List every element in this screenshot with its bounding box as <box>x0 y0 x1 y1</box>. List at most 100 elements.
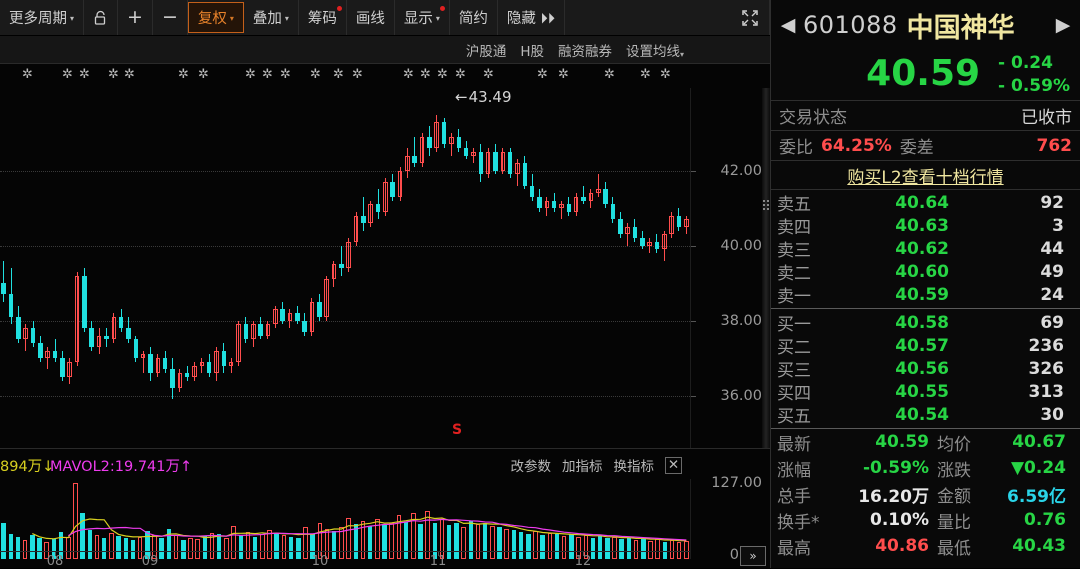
bid-level: 买四 <box>777 384 811 404</box>
stat-value: 0.10% <box>870 510 929 530</box>
news-marker-icon[interactable]: ✲ <box>62 67 73 82</box>
news-marker-icon[interactable]: ✲ <box>262 67 273 82</box>
news-marker-icon[interactable]: ✲ <box>437 67 448 82</box>
volume-bar <box>44 541 49 559</box>
weicha-label: 委差 <box>899 138 934 158</box>
toolbar-button-画线[interactable]: 画线 <box>347 0 395 35</box>
news-marker-icon[interactable]: ✲ <box>455 67 466 82</box>
candle-wick <box>216 346 218 381</box>
candle-body <box>228 361 234 366</box>
volume-bar <box>497 527 502 559</box>
zoom-in-button[interactable]: + <box>118 0 153 35</box>
news-marker-icon[interactable]: ✲ <box>352 67 363 82</box>
candle-body <box>361 215 366 223</box>
candle-wick <box>575 193 577 216</box>
news-marker-icon[interactable]: ✲ <box>310 67 321 82</box>
ask-row[interactable]: 卖二 40.60 49 <box>771 260 1080 285</box>
ask-row[interactable]: 卖一 40.59 24 <box>771 283 1080 308</box>
quote-stats: 最新 40.59 均价 40.67 涨幅 -0.59% 涨跌 ▼0.24 总手 16.20万 金额 6… <box>771 428 1080 559</box>
toolbar-button-筹码[interactable]: 筹码 <box>299 0 347 35</box>
volume-bar <box>145 531 150 559</box>
zoom-out-button[interactable]: − <box>153 0 188 35</box>
candle-wick <box>597 174 599 197</box>
toolbar-button-简约[interactable]: 简约 <box>450 0 498 35</box>
news-marker-icon[interactable]: ✲ <box>79 67 90 82</box>
bid-level: 买二 <box>777 338 811 358</box>
buy-l2-link[interactable]: 购买L2查看十档行情 <box>847 167 1004 188</box>
news-marker-icon[interactable]: ✲ <box>22 67 33 82</box>
chevron-right-icon[interactable]: ▶ <box>1055 14 1071 36</box>
news-marker-icon[interactable]: ✲ <box>178 67 189 82</box>
candle-wick <box>311 298 313 336</box>
bid-row[interactable]: 买五 40.54 30 <box>771 403 1080 428</box>
change-params-button[interactable]: 改参数 <box>510 459 552 475</box>
volume-plot[interactable] <box>0 479 690 559</box>
stat-row: 换手* 0.10% 量比 0.76 <box>771 507 1080 533</box>
panel-splitter[interactable] <box>762 88 770 448</box>
switch-indicator-button[interactable]: 换指标 <box>613 459 655 475</box>
toolbar-button-显示[interactable]: 显示 ▾ <box>395 0 450 35</box>
candle-wick <box>399 166 401 201</box>
toolbar-button-复权[interactable]: 复权 ▾ <box>187 2 244 33</box>
bid-row[interactable]: 买三 40.56 326 <box>771 357 1080 382</box>
news-marker-icon[interactable]: ✲ <box>640 67 651 82</box>
subbar-link-hshare[interactable]: H股 <box>520 43 544 60</box>
price-axis-tick <box>691 320 696 322</box>
ask-row[interactable]: 卖三 40.62 44 <box>771 237 1080 262</box>
news-marker-icon[interactable]: ✲ <box>660 67 671 82</box>
bid-row[interactable]: 买一 40.58 69 <box>771 311 1080 336</box>
price-chart: ← 43.49 S 42.00 40.00 38.00 36.00 <box>0 88 770 448</box>
candlestick-plot[interactable]: ← 43.49 S <box>0 88 690 448</box>
news-marker-icon[interactable]: ✲ <box>558 67 569 82</box>
news-marker-icon[interactable]: ✲ <box>280 67 291 82</box>
stat-value: 0.76 <box>1024 510 1066 530</box>
volume-bar <box>482 522 488 559</box>
candle-body <box>441 121 447 145</box>
news-marker-icon[interactable]: ✲ <box>245 67 256 82</box>
toolbar-button-隐藏[interactable]: 隐藏 ⏵⏵ <box>498 0 566 35</box>
candle-wick <box>238 320 240 366</box>
ask-row[interactable]: 卖五 40.64 92 <box>771 191 1080 216</box>
news-marker-icon[interactable]: ✲ <box>108 67 119 82</box>
candle-body <box>375 204 381 212</box>
news-marker-icon[interactable]: ✲ <box>198 67 209 82</box>
stat-value: -0.59% <box>862 458 929 478</box>
volume-bar <box>58 532 64 559</box>
candle-wick <box>25 324 27 351</box>
candle-body <box>170 369 175 388</box>
ask-row[interactable]: 卖四 40.63 3 <box>771 214 1080 239</box>
news-marker-icon[interactable]: ✲ <box>403 67 414 82</box>
subbar-ma-setting[interactable]: 设置均线▾ <box>626 40 684 60</box>
candle-wick <box>384 178 386 216</box>
news-marker-icon[interactable]: ✲ <box>483 67 494 82</box>
toolbar-button-叠加[interactable]: 叠加 ▾ <box>244 0 299 35</box>
news-marker-icon[interactable]: ✲ <box>124 67 135 82</box>
bid-row[interactable]: 买二 40.57 236 <box>771 334 1080 359</box>
subbar-link-hgt[interactable]: 沪股通 <box>465 43 507 60</box>
bid-volume: 326 <box>1028 358 1065 379</box>
candle-body <box>184 373 190 377</box>
add-indicator-button[interactable]: 加指标 <box>562 459 603 475</box>
candle-body <box>67 361 72 377</box>
chevron-left-icon[interactable]: ◀ <box>780 14 796 36</box>
mavol1-line <box>32 516 687 542</box>
volume-bar <box>353 524 358 559</box>
candle-body <box>346 241 351 268</box>
news-marker-icon[interactable]: ✲ <box>420 67 431 82</box>
toolbar-button-更多周期[interactable]: 更多周期 ▾ <box>0 0 85 35</box>
candle-body <box>463 148 469 156</box>
news-marker-icon[interactable]: ✲ <box>333 67 344 82</box>
bid-row[interactable]: 买四 40.55 313 <box>771 380 1080 405</box>
fullscreen-icon[interactable] <box>731 0 770 35</box>
volume-bar <box>360 520 366 559</box>
expand-right-icon[interactable]: » <box>740 546 766 566</box>
news-marker-icon[interactable]: ✲ <box>604 67 615 82</box>
news-marker-icon[interactable]: ✲ <box>537 67 548 82</box>
stock-code: 601088 <box>803 11 898 39</box>
subbar-link-margin[interactable]: 融资融券 <box>557 43 612 60</box>
candle-wick <box>76 271 78 366</box>
close-icon[interactable]: ✕ <box>665 456 682 474</box>
lock-button[interactable] <box>84 0 119 35</box>
volume-header: 894万↓ MAVOL2:19.741万↑ 改参数 加指标 换指标 ✕ <box>0 449 770 479</box>
bid-level: 买三 <box>777 361 811 381</box>
